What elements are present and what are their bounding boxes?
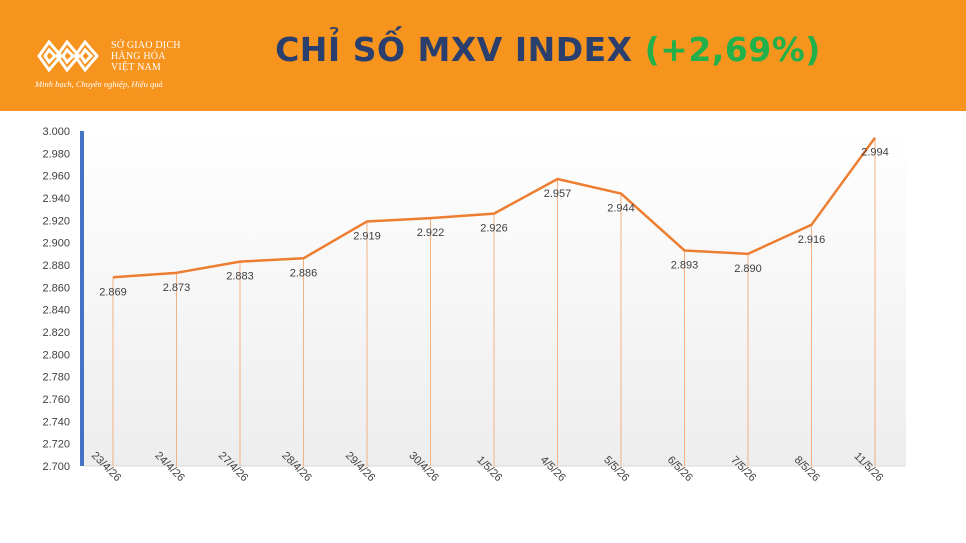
data-label: 2.926 (480, 223, 508, 235)
data-label: 2.916 (798, 234, 826, 246)
data-label: 2.944 (607, 203, 635, 215)
data-labels: 2.869 2.873 2.883 2.886 2.919 2.922 2.926 2.957… (99, 147, 889, 299)
data-label: 2.893 (671, 259, 699, 271)
data-label: 2.922 (417, 227, 445, 239)
logo-line-2: HÀNG HÓA (111, 51, 166, 62)
series-line (112, 136, 877, 279)
y-tick-label: 2.860 (42, 282, 70, 294)
y-tick-labels: 2.700 2.720 2.740 2.760 2.780 2.800 2.820 2.840… (42, 126, 70, 473)
y-tick-label: 2.800 (42, 349, 70, 361)
y-tick-label: 2.880 (42, 260, 70, 272)
y-tick-label: 2.980 (42, 148, 70, 160)
logo-line-3: VIỆT NAM (111, 62, 162, 73)
plot-background (80, 131, 906, 466)
data-label: 2.869 (99, 286, 127, 298)
y-tick-label: 2.840 (42, 305, 70, 317)
y-tick-label: 2.940 (42, 193, 70, 205)
y-tick-label: 2.780 (42, 372, 70, 384)
data-label: 2.994 (861, 147, 889, 159)
data-label: 2.957 (544, 188, 572, 200)
data-label: 2.890 (734, 263, 762, 275)
y-tick-label: 2.740 (42, 416, 70, 428)
y-tick-label: 2.700 (42, 461, 70, 473)
y-tick-label: 2.900 (42, 238, 70, 250)
header-bar: SỞ GIAO DỊCH HÀNG HÓA VIỆT NAM Minh bạch… (0, 0, 966, 111)
data-label: 2.883 (226, 271, 254, 283)
y-tick-label: 3.000 (42, 126, 70, 138)
y-tick-label: 2.820 (42, 327, 70, 339)
logo-slogan: Minh bạch, Chuyên nghiệp, Hiệu quả (35, 79, 163, 89)
title-change: (+2,69%) (644, 30, 821, 69)
y-tick-label: 2.960 (42, 171, 70, 183)
title-main: CHỈ SỐ MXV INDEX (275, 30, 633, 69)
logo-line-1: SỞ GIAO DỊCH (111, 40, 181, 51)
page-title: CHỈ SỐ MXV INDEX (+2,69%) (0, 30, 966, 69)
y-tick-label: 2.720 (42, 439, 70, 451)
mxv-logo-icon (37, 39, 99, 73)
logo-name: SỞ GIAO DỊCH HÀNG HÓA VIỆT NAM (111, 40, 181, 73)
series-polyline (112, 136, 877, 279)
data-label: 2.873 (163, 282, 191, 294)
y-axis-accent (80, 131, 84, 466)
y-tick-label: 2.760 (42, 394, 70, 406)
data-label: 2.886 (290, 267, 318, 279)
data-label: 2.919 (353, 230, 381, 242)
drop-lines (112, 137, 876, 466)
y-tick-label: 2.920 (42, 215, 70, 227)
line-chart: 2.700 2.720 2.740 2.760 2.780 2.800 2.820 2.840… (42, 126, 906, 484)
mxv-logo: SỞ GIAO DỊCH HÀNG HÓA VIỆT NAM Minh bạch… (35, 36, 185, 96)
